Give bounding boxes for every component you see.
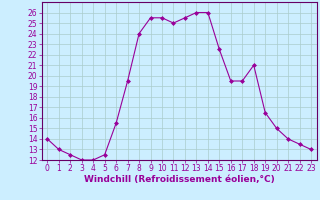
X-axis label: Windchill (Refroidissement éolien,°C): Windchill (Refroidissement éolien,°C) <box>84 175 275 184</box>
